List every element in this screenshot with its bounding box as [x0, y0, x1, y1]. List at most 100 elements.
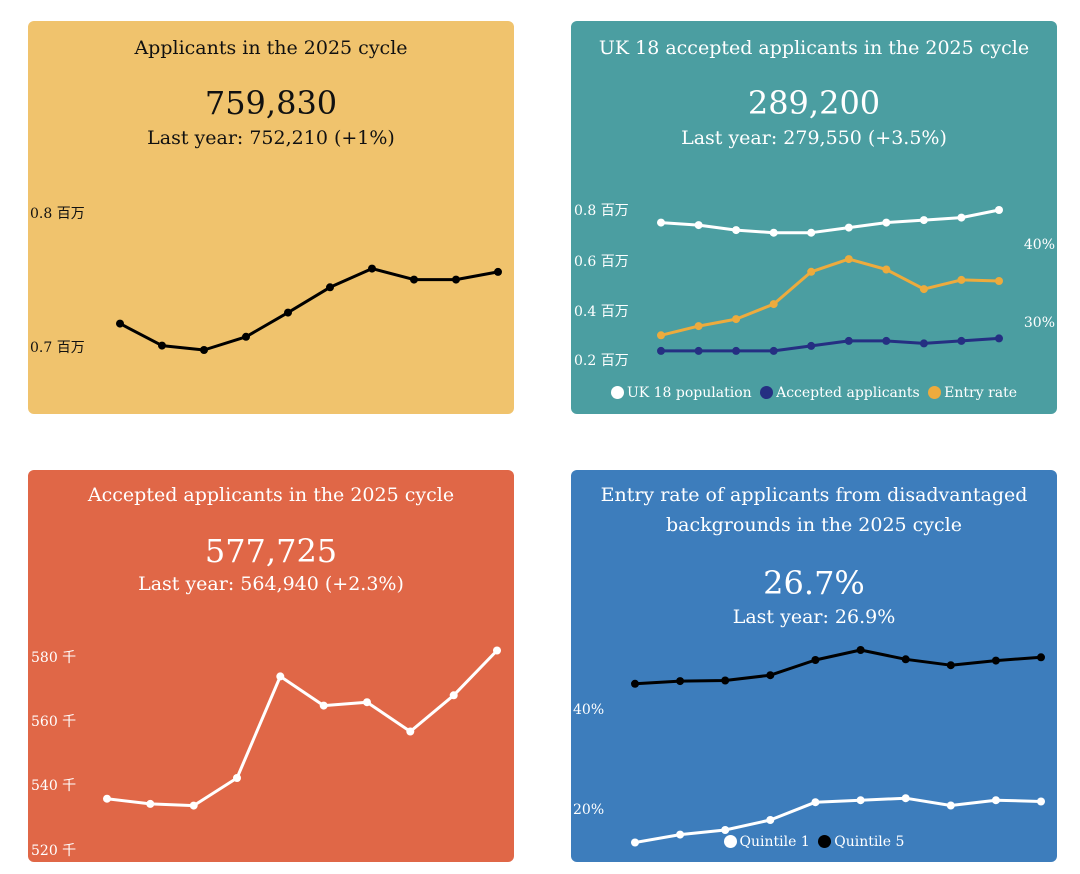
data-point[interactable] — [319, 701, 328, 710]
data-point[interactable] — [732, 315, 741, 324]
data-point[interactable] — [957, 275, 966, 284]
series-line-1 — [661, 336, 1000, 353]
card-title-line1: Entry rate of applicants from disadvanta… — [600, 484, 1028, 506]
last-year-text: Last year: 26.9% — [732, 606, 896, 628]
data-point[interactable] — [769, 228, 778, 237]
data-point[interactable] — [995, 334, 1003, 343]
data-point[interactable] — [449, 691, 458, 700]
data-point[interactable] — [919, 216, 928, 225]
data-point[interactable] — [494, 267, 502, 276]
data-point[interactable] — [657, 218, 665, 227]
data-point[interactable] — [811, 798, 820, 807]
headline-value: 577,725 — [204, 532, 338, 570]
legend-item-quintile-1[interactable]: Quintile 1 — [723, 834, 810, 850]
data-point[interactable] — [995, 206, 1003, 214]
data-point[interactable] — [766, 671, 775, 680]
data-point[interactable] — [807, 267, 816, 276]
data-point[interactable] — [452, 275, 460, 284]
data-point[interactable] — [410, 275, 418, 284]
legend-item-accepted-applicants[interactable]: Accepted applicants — [760, 385, 920, 401]
last-year-text: Last year: 279,550 (+3.5%) — [681, 127, 947, 149]
data-point[interactable] — [844, 255, 853, 264]
data-point[interactable] — [995, 277, 1003, 285]
series-line-1 — [634, 648, 1042, 686]
data-point[interactable] — [1037, 797, 1045, 806]
legend-label: Quintile 1 — [739, 834, 810, 850]
y-tick-label: 520 千 — [31, 843, 76, 859]
data-point[interactable] — [844, 223, 853, 232]
y-tick-label: 540 千 — [31, 778, 76, 794]
data-point[interactable] — [732, 346, 741, 355]
data-point[interactable] — [882, 336, 891, 345]
data-point[interactable] — [957, 336, 966, 345]
data-point[interactable] — [769, 300, 778, 309]
data-point[interactable] — [694, 322, 703, 331]
data-point[interactable] — [276, 672, 285, 681]
data-point[interactable] — [856, 646, 865, 654]
uk18-card: UK 18 accepted applicants in the 2025 cy… — [571, 21, 1057, 414]
data-point[interactable] — [158, 341, 166, 350]
data-point[interactable] — [844, 336, 853, 345]
data-point[interactable] — [631, 679, 639, 688]
data-point[interactable] — [807, 228, 816, 237]
data-point[interactable] — [957, 213, 966, 222]
data-point[interactable] — [901, 655, 910, 664]
data-point[interactable] — [326, 283, 334, 292]
legend-item-quintile-5[interactable]: Quintile 5 — [818, 834, 904, 850]
legend-swatch — [818, 835, 832, 848]
data-point[interactable] — [146, 799, 155, 808]
data-point[interactable] — [901, 794, 910, 803]
series-line-0 — [660, 208, 1000, 235]
data-point[interactable] — [631, 838, 639, 847]
card-title: Applicants in the 2025 cycle — [134, 37, 408, 59]
data-point[interactable] — [676, 830, 685, 839]
last-year-text: Last year: 564,940 (+2.3%) — [138, 573, 404, 595]
data-point[interactable] — [116, 319, 124, 328]
y-tick-label: 40% — [573, 702, 604, 718]
data-point[interactable] — [882, 218, 891, 227]
data-point[interactable] — [766, 816, 775, 824]
data-point[interactable] — [919, 285, 928, 294]
data-point[interactable] — [811, 656, 820, 664]
data-point[interactable] — [946, 801, 955, 810]
data-point[interactable] — [694, 346, 703, 355]
data-point[interactable] — [721, 676, 730, 685]
data-point[interactable] — [657, 331, 665, 340]
data-point[interactable] — [200, 346, 208, 354]
data-point[interactable] — [919, 339, 928, 348]
legend-item-uk18-population[interactable]: UK 18 population — [610, 385, 752, 401]
data-point[interactable] — [406, 727, 415, 736]
legend-swatch — [928, 386, 942, 399]
data-point[interactable] — [721, 826, 730, 834]
data-point[interactable] — [242, 332, 250, 341]
data-point[interactable] — [233, 774, 241, 782]
data-point[interactable] — [732, 226, 741, 235]
disadvantaged-line-chart: 40% 20% — [573, 646, 1045, 847]
series-line-0 — [119, 267, 499, 352]
data-point[interactable] — [807, 341, 816, 350]
data-point[interactable] — [946, 661, 955, 670]
legend-item-entry-rate[interactable]: Entry rate — [928, 385, 1017, 401]
legend-swatch — [610, 386, 624, 399]
y-tick-label: 0.8 百万 — [30, 206, 85, 222]
data-point[interactable] — [856, 796, 865, 805]
applicants-line-chart: 0.8 百万 0.7 百万 — [30, 206, 502, 356]
data-point[interactable] — [882, 265, 891, 274]
data-point[interactable] — [769, 346, 778, 355]
data-point[interactable] — [284, 308, 292, 317]
legend-swatch — [723, 835, 737, 848]
data-point[interactable] — [1037, 653, 1045, 662]
data-point[interactable] — [991, 656, 1000, 665]
data-point[interactable] — [493, 646, 501, 655]
data-point[interactable] — [189, 801, 198, 810]
applicants-card: Applicants in the 2025 cycle 759,830 Las… — [28, 21, 514, 414]
legend-label: Entry rate — [944, 385, 1018, 401]
data-point[interactable] — [103, 794, 111, 803]
data-point[interactable] — [991, 796, 1000, 805]
y-right-tick-label: 40% — [1024, 237, 1055, 253]
data-point[interactable] — [694, 221, 703, 230]
data-point[interactable] — [363, 698, 371, 707]
data-point[interactable] — [368, 264, 376, 273]
data-point[interactable] — [676, 677, 685, 686]
data-point[interactable] — [657, 346, 665, 355]
